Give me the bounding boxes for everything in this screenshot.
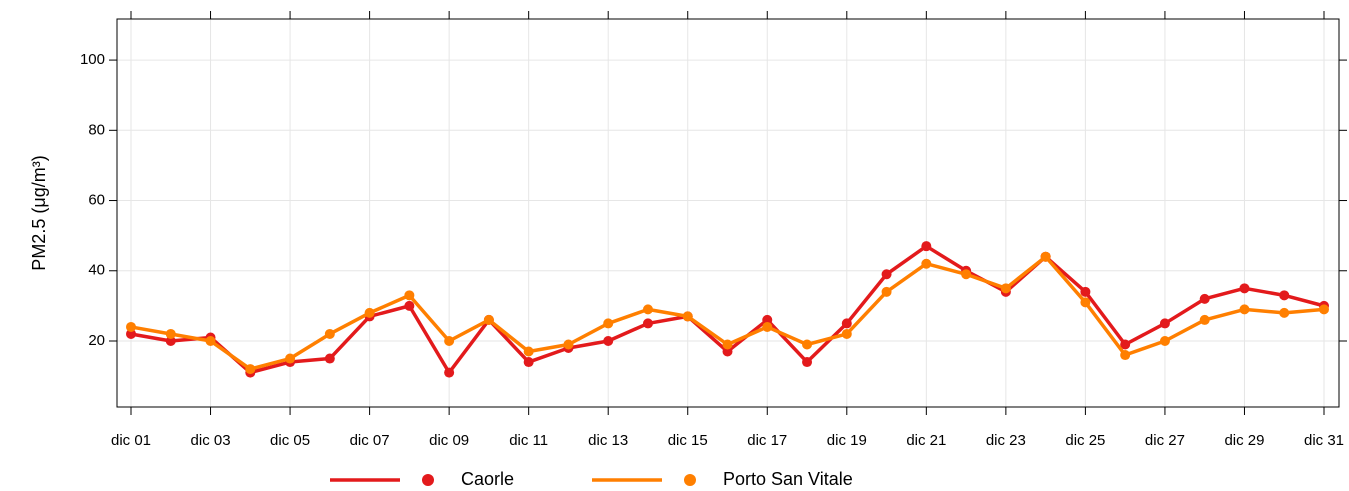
data-point — [245, 364, 256, 375]
data-point — [841, 328, 852, 339]
data-point — [921, 241, 932, 252]
data-point — [722, 339, 733, 350]
x-tick-label: dic 07 — [350, 432, 390, 449]
x-tick-label: dic 27 — [1145, 432, 1185, 449]
data-point — [802, 357, 813, 368]
x-tick-label: dic 31 — [1304, 432, 1344, 449]
data-point — [642, 318, 653, 329]
x-tick-label: dic 15 — [668, 432, 708, 449]
data-point — [682, 311, 693, 322]
x-tick-label: dic 09 — [429, 432, 469, 449]
data-point — [1279, 307, 1290, 318]
x-tick-label: dic 03 — [191, 432, 231, 449]
x-tick-label: dic 23 — [986, 432, 1026, 449]
data-point — [165, 328, 176, 339]
y-axis-label: PM2.5 (μg/m³) — [29, 155, 49, 270]
data-point — [404, 290, 415, 301]
data-point — [603, 335, 614, 346]
data-point — [921, 258, 932, 269]
data-point — [1319, 304, 1329, 315]
data-point — [324, 353, 335, 364]
x-tick-label: dic 13 — [588, 432, 628, 449]
data-point — [126, 328, 136, 339]
data-point — [1279, 290, 1290, 301]
plot-frame — [116, 18, 1340, 408]
data-point — [1080, 297, 1091, 308]
x-tick-label: dic 17 — [747, 432, 787, 449]
data-point — [762, 314, 773, 325]
legend-marker — [684, 474, 696, 486]
legend-marker — [422, 474, 434, 486]
data-point — [563, 339, 574, 350]
data-point — [881, 286, 892, 297]
y-tick-label: 40 — [88, 262, 105, 279]
data-point — [324, 328, 335, 339]
data-point — [1120, 339, 1131, 350]
y-tick-label: 80 — [88, 121, 105, 138]
data-point — [523, 346, 534, 357]
data-point — [444, 367, 455, 378]
data-point — [1199, 314, 1210, 325]
data-point — [285, 353, 296, 364]
data-point — [1040, 251, 1051, 262]
x-tick-label: dic 25 — [1065, 432, 1105, 449]
x-tick-label: dic 05 — [270, 432, 310, 449]
legend-label: Caorle — [461, 469, 514, 489]
data-point — [1199, 293, 1210, 304]
data-point — [364, 307, 375, 318]
data-point — [961, 269, 972, 280]
data-point — [603, 318, 614, 329]
data-point — [523, 357, 534, 368]
data-point — [1239, 304, 1250, 315]
data-point — [404, 300, 415, 311]
data-point — [1080, 286, 1091, 297]
x-tick-label: dic 11 — [509, 432, 548, 449]
data-point — [1239, 283, 1250, 294]
data-point — [205, 335, 216, 346]
x-tick-label: dic 21 — [906, 432, 946, 449]
x-tick-label: dic 19 — [827, 432, 867, 449]
data-point — [483, 314, 494, 325]
y-tick-label: 100 — [80, 51, 105, 68]
data-point — [642, 304, 653, 315]
data-point — [1000, 283, 1011, 294]
x-tick-label: dic 01 — [111, 432, 151, 449]
data-point — [841, 318, 852, 329]
data-point — [1159, 318, 1170, 329]
y-tick-label: 60 — [88, 192, 105, 209]
data-point — [722, 346, 733, 357]
data-point — [165, 335, 176, 346]
data-point — [444, 335, 455, 346]
y-tick-label: 20 — [88, 332, 105, 349]
data-point — [881, 269, 892, 280]
data-point — [1120, 350, 1131, 361]
data-point — [802, 339, 813, 350]
data-point — [1159, 335, 1170, 346]
legend-label: Porto San Vitale — [723, 469, 853, 489]
x-tick-label: dic 29 — [1224, 432, 1264, 449]
data-point — [126, 321, 136, 332]
data-point — [762, 321, 773, 332]
